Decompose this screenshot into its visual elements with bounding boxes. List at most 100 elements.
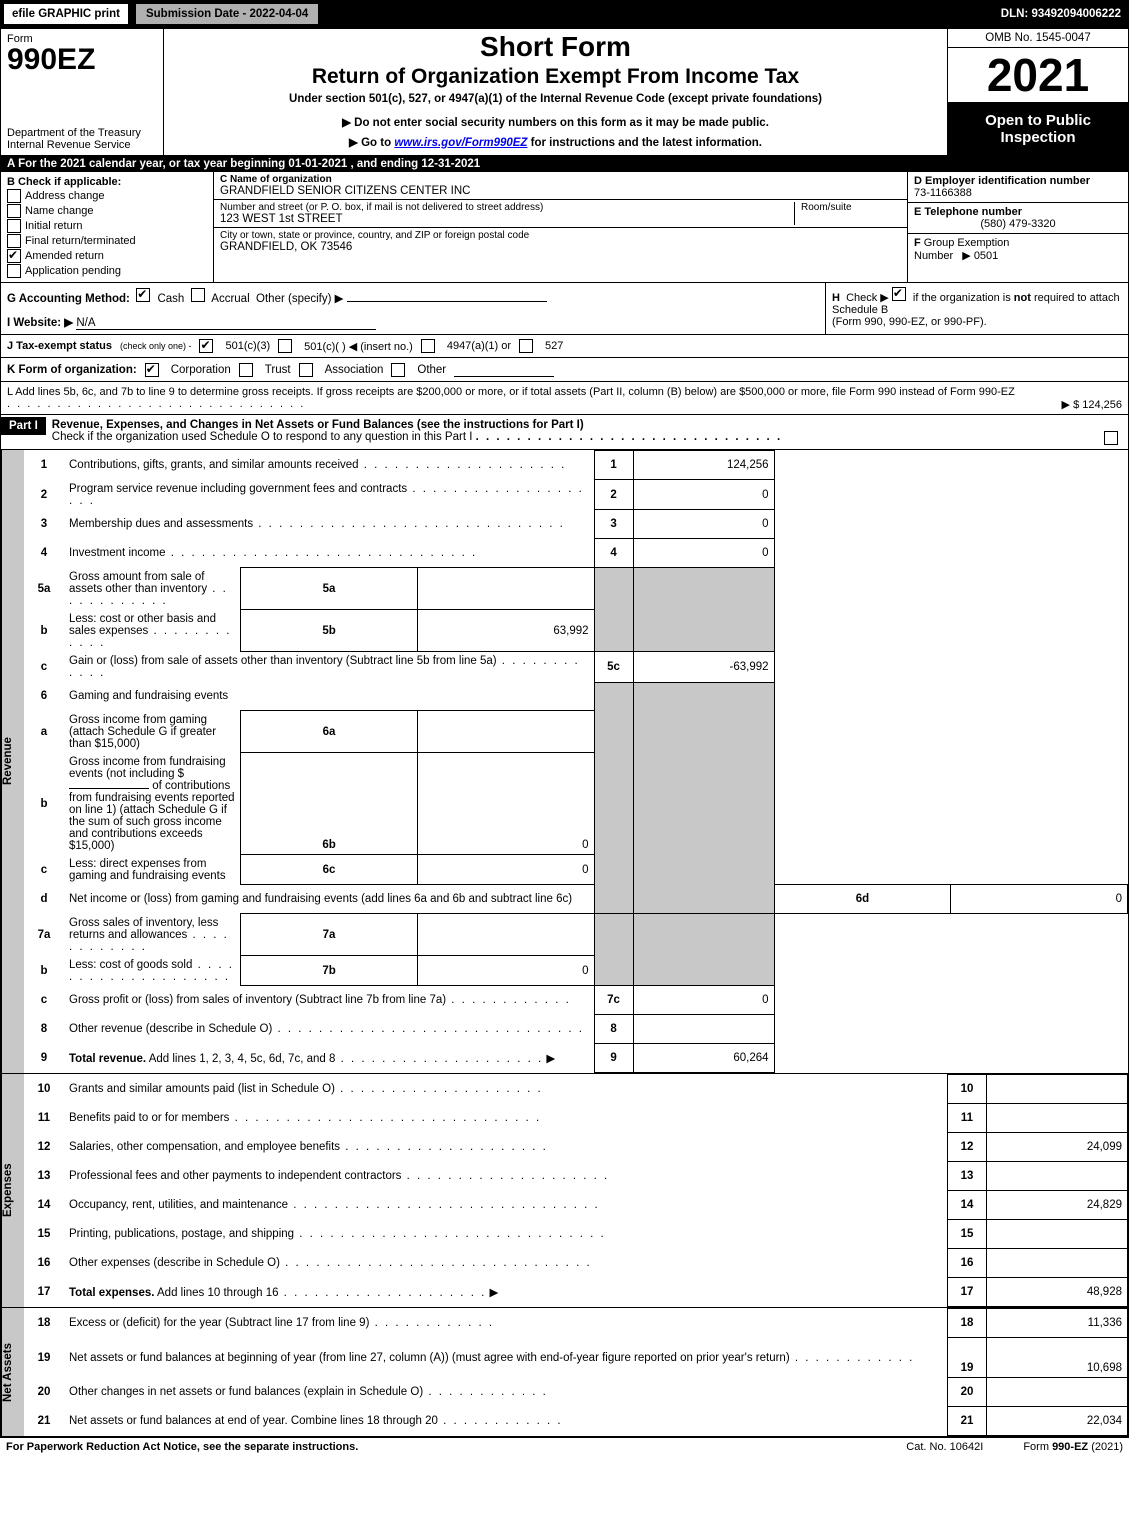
line-5c: c Gain or (loss) from sale of assets oth… [24, 652, 1128, 683]
lbl-corp: Corporation [171, 364, 231, 376]
lbl-final: Final return/terminated [25, 235, 136, 247]
l10-val [987, 1075, 1128, 1104]
chk-final[interactable] [7, 234, 21, 248]
chk-4947[interactable] [421, 339, 435, 353]
l21-box: 21 [948, 1407, 987, 1436]
l7b-mv: 0 [417, 956, 594, 986]
chk-other-org[interactable] [391, 363, 405, 377]
part-i-dots [476, 431, 783, 443]
l16-val [987, 1249, 1128, 1278]
chk-h[interactable] [892, 287, 906, 301]
efile-print-button[interactable]: efile GRAPHIC print [2, 2, 130, 26]
l10-desc: Grants and similar amounts paid (list in… [69, 1083, 335, 1095]
l6d-desc: Net income or (loss) from gaming and fun… [69, 893, 572, 905]
chk-527[interactable] [519, 339, 533, 353]
l15-box: 15 [948, 1220, 987, 1249]
lbl-assoc: Association [325, 364, 384, 376]
k-label: K Form of organization: [7, 364, 137, 376]
revenue-section: Revenue 1 Contributions, gifts, grants, … [1, 450, 1128, 1074]
l6d-num: d [24, 885, 64, 914]
l6-desc: Gaming and fundraising events [69, 690, 228, 702]
l1-num: 1 [24, 451, 64, 480]
l1-box: 1 [594, 451, 633, 480]
header-left: Form 990EZ Department of the Treasury In… [1, 29, 164, 155]
l6a-mn: 6a [241, 711, 418, 753]
line-7a: 7a Gross sales of inventory, less return… [24, 914, 1128, 956]
l5a-num: 5a [24, 568, 64, 610]
chk-501c3[interactable] [199, 339, 213, 353]
lbl-amended: Amended return [25, 250, 104, 262]
l11-desc: Benefits paid to or for members [69, 1112, 229, 1124]
l5c-num: c [24, 652, 64, 683]
footer-mid: Cat. No. 10642I [906, 1441, 983, 1453]
tax-year: 2021 [948, 48, 1128, 103]
line-5b: b Less: cost or other basis and sales ex… [24, 610, 1128, 652]
chk-name-change[interactable] [7, 204, 21, 218]
chk-amended[interactable] [7, 249, 21, 263]
netassets-section: Net Assets 18 Excess or (deficit) for th… [1, 1308, 1128, 1437]
lbl-pending: Application pending [25, 265, 121, 277]
l6d-box: 6d [774, 885, 951, 914]
l21-desc: Net assets or fund balances at end of ye… [69, 1415, 438, 1427]
l11-box: 11 [948, 1104, 987, 1133]
j-label: J Tax-exempt status [7, 340, 112, 352]
other-specify-field[interactable] [347, 287, 547, 302]
l20-desc: Other changes in net assets or fund bala… [69, 1386, 423, 1398]
subtitle-3: ▶ Go to www.irs.gov/Form990EZ for instru… [172, 135, 939, 149]
line-5a: 5a Gross amount from sale of assets othe… [24, 568, 1128, 610]
l7c-desc: Gross profit or (loss) from sales of inv… [69, 994, 446, 1006]
box-def: D Employer identification number 73-1166… [907, 172, 1128, 282]
l2-num: 2 [24, 480, 64, 510]
row-gh: G Accounting Method: Cash Accrual Other … [1, 283, 1128, 335]
chk-schedule-o[interactable] [1104, 431, 1118, 445]
line-8: 8 Other revenue (describe in Schedule O)… [24, 1015, 1128, 1044]
row-j: J Tax-exempt status (check only one) - 5… [1, 335, 1128, 358]
l7c-num: c [24, 986, 64, 1015]
l10-num: 10 [24, 1075, 64, 1104]
chk-initial[interactable] [7, 219, 21, 233]
tel-label: E Telephone number [914, 206, 1022, 218]
l16-box: 16 [948, 1249, 987, 1278]
chk-cash[interactable] [136, 288, 150, 302]
l9-val: 60,264 [633, 1044, 774, 1073]
other-org-field[interactable] [454, 362, 554, 377]
footer-right: Form 990-EZ (2021) [1023, 1441, 1123, 1453]
l21-num: 21 [24, 1407, 64, 1436]
l6-num: 6 [24, 682, 64, 711]
box-c: C Name of organization GRANDFIELD SENIOR… [214, 172, 907, 282]
chk-501c[interactable] [278, 339, 292, 353]
lbl-trust: Trust [265, 364, 291, 376]
subtitle-2: ▶ Do not enter social security numbers o… [172, 115, 939, 129]
irs-link[interactable]: www.irs.gov/Form990EZ [394, 137, 527, 149]
l15-num: 15 [24, 1220, 64, 1249]
lbl-name-change: Name change [25, 205, 94, 217]
l5c-box: 5c [594, 652, 633, 683]
header-center: Short Form Return of Organization Exempt… [164, 29, 947, 155]
l1-desc: Contributions, gifts, grants, and simila… [69, 459, 359, 471]
l20-box: 20 [948, 1378, 987, 1407]
sub3-pre: ▶ Go to [349, 137, 394, 149]
dln: DLN: 93492094006222 [993, 0, 1129, 28]
l3-num: 3 [24, 510, 64, 539]
line-17: 17 Total expenses. Add lines 10 through … [24, 1278, 1128, 1307]
l3-desc: Membership dues and assessments [69, 518, 253, 530]
ein-value: 73-1166388 [914, 187, 972, 199]
chk-accrual[interactable] [191, 288, 205, 302]
l17-box: 17 [948, 1278, 987, 1307]
box-c-label: C Name of organization [220, 174, 332, 185]
chk-trust[interactable] [239, 363, 253, 377]
line-6: 6 Gaming and fundraising events [24, 682, 1128, 711]
ein-label: D Employer identification number [914, 175, 1090, 187]
line-7b: b Less: cost of goods sold 7b 0 [24, 956, 1128, 986]
l15-desc: Printing, publications, postage, and shi… [69, 1228, 294, 1240]
lbl-accrual: Accrual [211, 293, 249, 305]
chk-pending[interactable] [7, 264, 21, 278]
l5a-desc: Gross amount from sale of assets other t… [69, 571, 207, 595]
chk-address-change[interactable] [7, 189, 21, 203]
lbl-527: 527 [545, 340, 563, 352]
l13-desc: Professional fees and other payments to … [69, 1170, 401, 1182]
chk-assoc[interactable] [299, 363, 313, 377]
chk-corp[interactable] [145, 363, 159, 377]
l6b-num: b [24, 753, 64, 855]
omb-number: OMB No. 1545-0047 [948, 29, 1128, 48]
